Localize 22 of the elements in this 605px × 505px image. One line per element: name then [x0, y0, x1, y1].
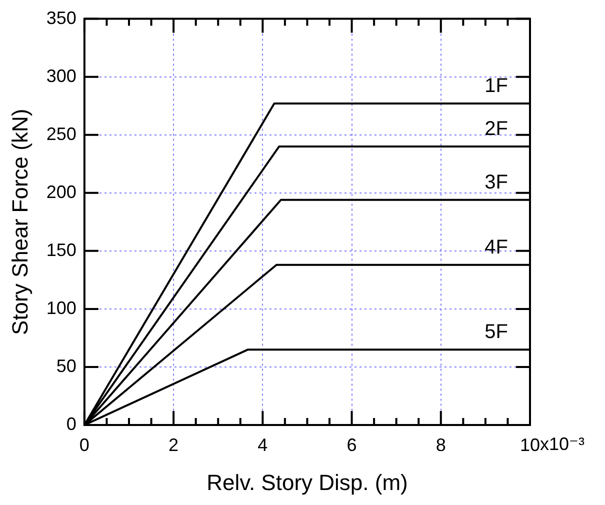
legend-label: 4F	[484, 236, 508, 258]
y-tick-label: 250	[46, 124, 76, 144]
legend-label: 3F	[484, 171, 508, 194]
y-tick-label: 150	[46, 240, 76, 260]
x-tick-label: 6	[346, 434, 357, 455]
y-tick-label: 300	[46, 66, 76, 86]
x-tick-label: 4	[258, 434, 268, 455]
y-axis-title: Story Shear Force (kN)	[7, 108, 32, 335]
legend-label: 1F	[484, 75, 508, 98]
x-tick-label: 0	[79, 434, 90, 455]
x-tick-label: 10	[520, 434, 540, 455]
y-tick-label: 50	[56, 356, 76, 376]
y-tick-label: 200	[46, 182, 76, 202]
text: x10⁻³	[540, 434, 585, 454]
y-tick-label: 100	[46, 298, 76, 318]
x-tick-label: 2	[168, 434, 179, 455]
x-tick-label: 8	[436, 434, 446, 455]
y-tick-label: 0	[66, 414, 76, 434]
x-axis-title: Relv. Story Disp. (m)	[206, 470, 408, 495]
legend-label: 2F	[484, 118, 508, 140]
series-label: 5F	[484, 321, 508, 344]
y-tick-label: 350	[46, 8, 76, 28]
